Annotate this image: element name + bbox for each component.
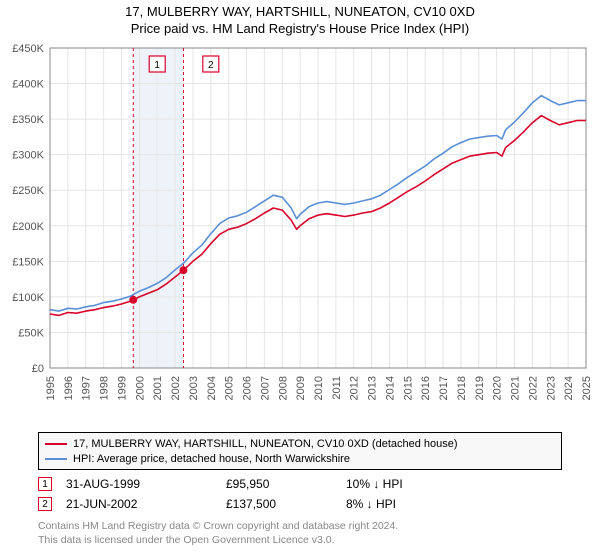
svg-text:£250K: £250K [12, 185, 44, 197]
svg-text:2003: 2003 [188, 376, 200, 400]
title-block: 17, MULBERRY WAY, HARTSHILL, NUNEATON, C… [0, 0, 600, 36]
legend-item: HPI: Average price, detached house, Nort… [45, 451, 555, 466]
transaction-marker: 1 [38, 477, 52, 491]
footnote-line1: Contains HM Land Registry data © Crown c… [38, 520, 562, 534]
page: 17, MULBERRY WAY, HARTSHILL, NUNEATON, C… [0, 0, 600, 560]
svg-text:2015: 2015 [402, 376, 414, 400]
chart: £0 £50K £100K £150K £200K £250K £300K £350K £400… [0, 40, 600, 424]
svg-text:2022: 2022 [527, 376, 539, 400]
svg-text:£200K: £200K [12, 221, 44, 233]
svg-text:2: 2 [208, 60, 214, 71]
svg-text:1996: 1996 [63, 376, 75, 400]
chart-title-sub: Price paid vs. HM Land Registry's House … [0, 21, 600, 36]
svg-text:2024: 2024 [563, 376, 575, 400]
svg-text:2019: 2019 [474, 376, 486, 400]
footnote-line2: This data is licensed under the Open Gov… [38, 534, 562, 548]
svg-text:2017: 2017 [438, 376, 450, 400]
svg-text:1: 1 [154, 60, 160, 71]
transaction-diff: 10% ↓ HPI [346, 477, 403, 491]
svg-text:£150K: £150K [12, 256, 44, 268]
legend-label: 17, MULBERRY WAY, HARTSHILL, NUNEATON, C… [73, 438, 458, 450]
legend: 17, MULBERRY WAY, HARTSHILL, NUNEATON, C… [38, 432, 562, 470]
transaction-marker: 2 [38, 497, 52, 511]
svg-text:2016: 2016 [420, 376, 432, 400]
svg-text:£400K: £400K [12, 79, 44, 91]
svg-text:2009: 2009 [295, 376, 307, 400]
svg-text:1998: 1998 [99, 376, 111, 400]
svg-text:£300K: £300K [12, 150, 44, 162]
svg-text:2011: 2011 [331, 376, 343, 400]
svg-text:2006: 2006 [242, 376, 254, 400]
transaction-price: £95,950 [226, 477, 346, 491]
svg-text:£350K: £350K [12, 114, 44, 126]
transaction-list: 1 31-AUG-1999£95,95010% ↓ HPI 2 21-JUN-2002… [38, 474, 562, 514]
footnote: Contains HM Land Registry data © Crown c… [38, 520, 562, 547]
legend-item: 17, MULBERRY WAY, HARTSHILL, NUNEATON, C… [45, 436, 555, 451]
svg-text:2010: 2010 [313, 376, 325, 400]
svg-text:2004: 2004 [206, 376, 218, 400]
transaction-date: 31-AUG-1999 [66, 477, 226, 491]
svg-text:1997: 1997 [81, 376, 93, 400]
svg-text:2005: 2005 [224, 376, 236, 400]
svg-text:1999: 1999 [116, 376, 128, 400]
svg-text:2023: 2023 [545, 376, 557, 400]
legend-label: HPI: Average price, detached house, Nort… [73, 453, 350, 465]
svg-text:£450K: £450K [12, 43, 44, 55]
svg-text:2002: 2002 [170, 376, 182, 400]
svg-text:2018: 2018 [456, 376, 468, 400]
svg-text:2013: 2013 [367, 376, 379, 400]
transaction-diff: 8% ↓ HPI [346, 497, 396, 511]
svg-text:1995: 1995 [45, 376, 57, 400]
svg-text:2001: 2001 [152, 376, 164, 400]
svg-text:2008: 2008 [277, 376, 289, 400]
svg-text:2012: 2012 [349, 376, 361, 400]
legend-swatch [45, 458, 67, 460]
transaction-row: 1 31-AUG-1999£95,95010% ↓ HPI [38, 474, 562, 494]
svg-text:2014: 2014 [384, 376, 396, 400]
svg-text:2000: 2000 [134, 376, 146, 400]
svg-text:£50K: £50K [18, 327, 44, 339]
svg-text:2007: 2007 [259, 376, 271, 400]
legend-swatch [45, 443, 67, 445]
chart-title-address: 17, MULBERRY WAY, HARTSHILL, NUNEATON, C… [0, 4, 600, 19]
svg-text:£100K: £100K [12, 292, 44, 304]
svg-text:£0: £0 [32, 363, 44, 375]
transaction-row: 2 21-JUN-2002£137,5008% ↓ HPI [38, 494, 562, 514]
svg-text:2025: 2025 [581, 376, 593, 400]
svg-text:2021: 2021 [510, 376, 522, 400]
svg-text:2020: 2020 [492, 376, 504, 400]
transaction-date: 21-JUN-2002 [66, 497, 226, 511]
chart-svg: £0 £50K £100K £150K £200K £250K £300K £350K £400… [0, 40, 600, 424]
transaction-price: £137,500 [226, 497, 346, 511]
